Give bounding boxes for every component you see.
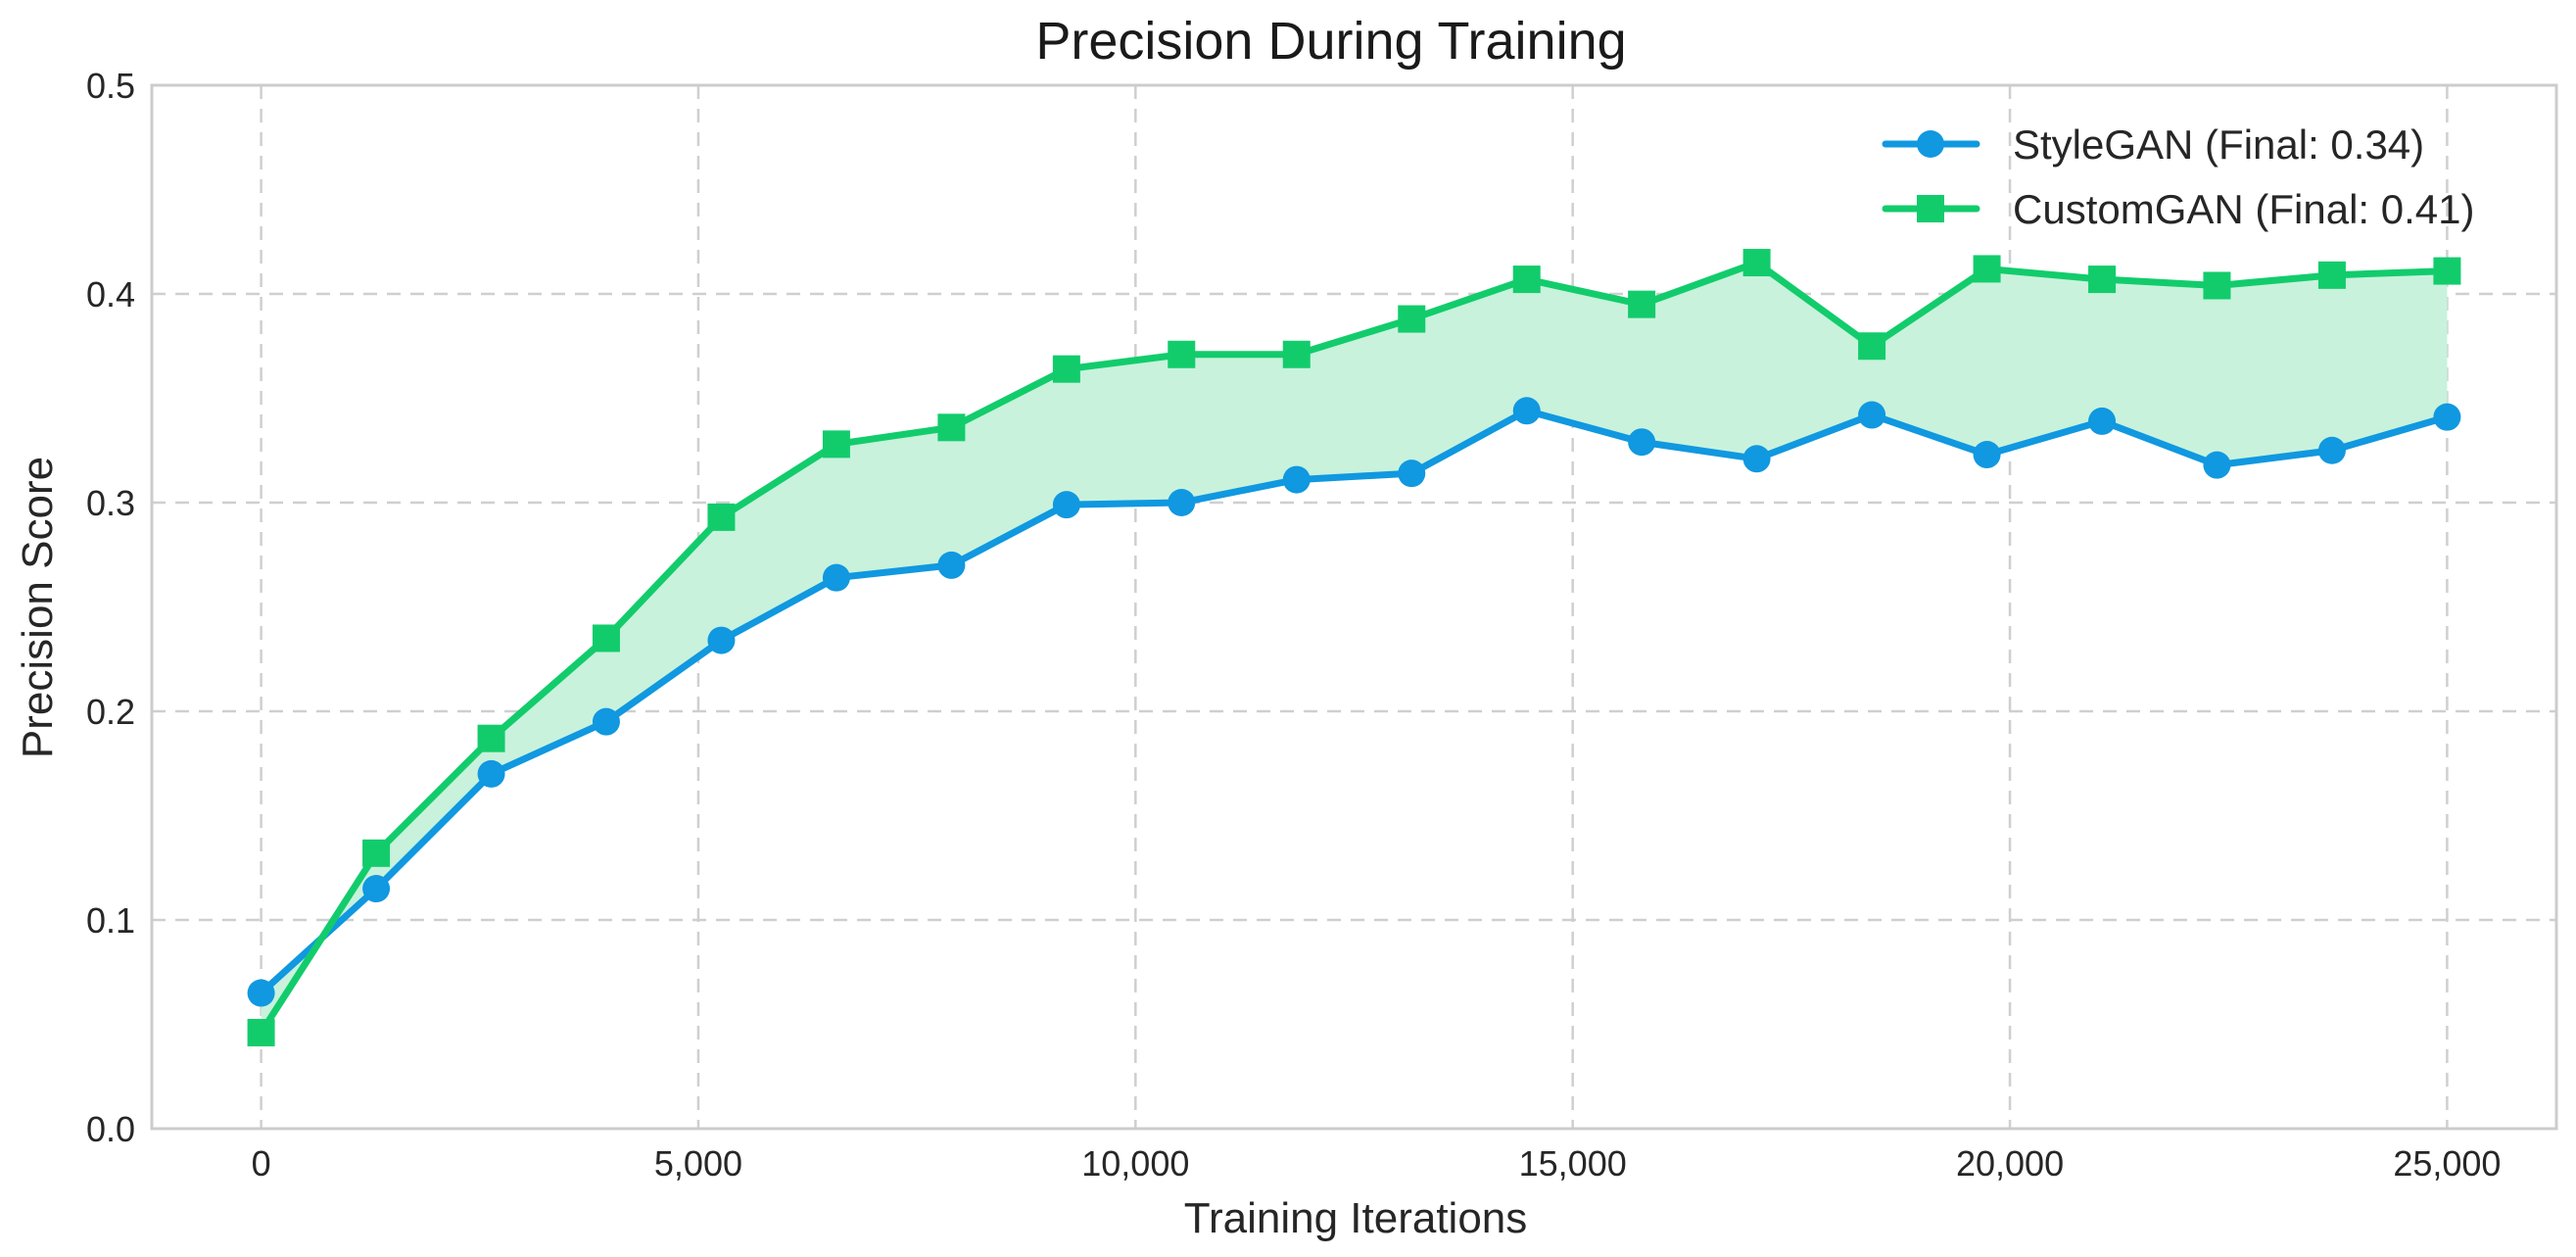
data-point-circle — [592, 707, 620, 736]
data-point-square — [1398, 305, 1426, 333]
data-point-square — [1742, 249, 1771, 277]
data-point-circle — [1052, 491, 1080, 519]
legend: StyleGAN (Final: 0.34) CustomGAN (Final: … — [1882, 121, 2474, 232]
series-line-0 — [258, 407, 2451, 997]
data-point-square — [2203, 271, 2231, 300]
data-point-square — [1512, 266, 1541, 294]
series-lines — [258, 259, 2451, 1037]
series-markers — [247, 249, 2461, 1047]
x-tick-label: 10,000 — [1081, 1143, 1189, 1184]
data-point-circle — [477, 759, 505, 788]
data-point-circle — [822, 563, 850, 592]
data-point-square — [2433, 257, 2461, 285]
data-point-circle — [2317, 436, 2346, 464]
fill-between-area — [261, 263, 2448, 1034]
data-point-square — [247, 1019, 275, 1047]
y-tick-label: 0.0 — [86, 1109, 135, 1149]
x-tick-label: 0 — [252, 1143, 271, 1184]
data-point-circle — [1282, 465, 1311, 494]
data-point-square — [1858, 332, 1886, 361]
data-point-square — [362, 839, 391, 867]
y-tick-label: 0.1 — [86, 900, 135, 941]
x-tick-label: 15,000 — [1519, 1143, 1627, 1184]
data-point-square — [592, 624, 620, 653]
plot-frame — [150, 83, 2558, 1131]
data-point-circle — [362, 875, 391, 903]
data-point-square — [1628, 290, 1656, 318]
data-point-circle — [1742, 445, 1771, 473]
y-tick-label: 0.2 — [86, 692, 135, 732]
chart-title: Precision During Training — [1035, 12, 1626, 71]
data-point-square — [477, 724, 505, 752]
legend-marker-circle — [1917, 130, 1944, 158]
data-point-square — [1282, 340, 1311, 368]
data-point-circle — [247, 979, 275, 1007]
fill-between-polygon — [261, 263, 2448, 1034]
data-point-circle — [1973, 441, 2001, 469]
x-tick-label: 25,000 — [2393, 1143, 2501, 1184]
data-point-square — [1168, 340, 1196, 368]
data-point-circle — [1628, 428, 1656, 457]
data-point-circle — [707, 626, 736, 654]
legend-label-0: StyleGAN (Final: 0.34) — [2013, 121, 2424, 168]
x-tick-label: 5,000 — [654, 1143, 742, 1184]
data-point-circle — [2088, 407, 2117, 435]
data-point-circle — [1512, 397, 1541, 425]
legend-marker-square — [1917, 195, 1944, 222]
data-point-square — [1052, 355, 1080, 383]
data-point-circle — [2203, 451, 2231, 479]
data-point-square — [937, 413, 966, 442]
data-point-square — [1973, 255, 2001, 283]
x-axis-title: Training Iterations — [1184, 1194, 1528, 1242]
data-point-square — [2317, 261, 2346, 289]
data-point-circle — [2433, 403, 2461, 431]
data-point-circle — [1168, 489, 1196, 516]
y-tick-label: 0.3 — [86, 483, 135, 523]
x-axis-ticks: 0 5,000 10,000 15,000 20,000 25,000 — [252, 1143, 2502, 1184]
y-tick-label: 0.4 — [86, 274, 135, 314]
data-point-square — [707, 503, 736, 531]
y-axis-title: Precision Score — [14, 457, 62, 758]
y-tick-label: 0.5 — [86, 66, 135, 106]
data-point-square — [822, 430, 850, 459]
data-point-circle — [1398, 459, 1426, 488]
data-point-circle — [937, 551, 966, 579]
series-line-1 — [258, 259, 2451, 1037]
y-axis-ticks: 0.0 0.1 0.2 0.3 0.4 0.5 — [86, 66, 135, 1149]
legend-label-1: CustomGAN (Final: 0.41) — [2013, 186, 2474, 232]
grid-lines — [152, 83, 2556, 1131]
x-tick-label: 20,000 — [1956, 1143, 2064, 1184]
data-point-circle — [1858, 401, 1886, 429]
data-point-square — [2088, 266, 2117, 294]
